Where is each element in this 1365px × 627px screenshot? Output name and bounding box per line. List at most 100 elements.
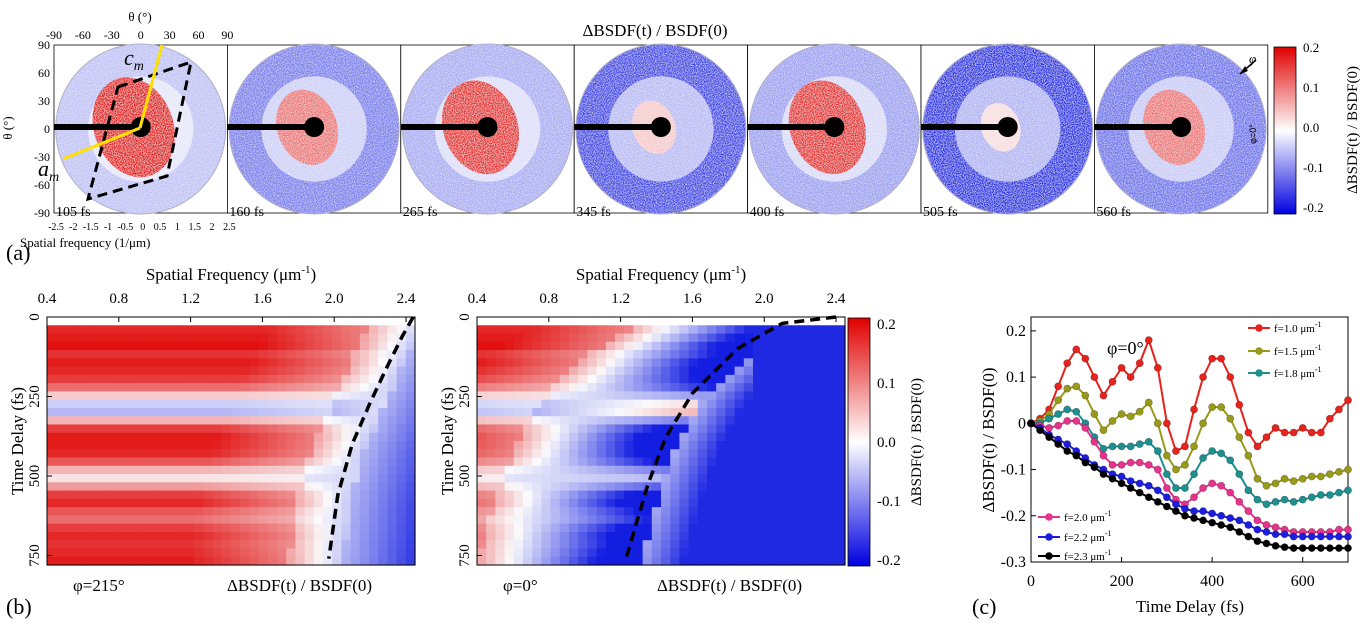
heatmap-cell (780, 358, 791, 368)
heatmap-cell (286, 531, 296, 541)
heatmap-cell (780, 391, 791, 401)
heatmap-cell (771, 341, 782, 351)
heatmap-cell (808, 441, 818, 450)
data-point (1153, 363, 1162, 372)
heatmap-cell (258, 507, 269, 516)
heatmap-cell (550, 482, 561, 492)
heatmap-cell (780, 474, 791, 483)
heatmap-cell (212, 350, 223, 359)
heatmap-cell (313, 341, 324, 351)
heatmap-cell (826, 498, 837, 508)
heatmap-cell (249, 416, 260, 426)
heatmap-cell (799, 432, 809, 442)
heatmap-cell (661, 341, 671, 351)
heatmap-cell (194, 490, 204, 500)
heatmap-cell (249, 523, 260, 533)
heatmap-cell (826, 531, 837, 541)
heatmap-cell (642, 416, 653, 426)
bottom-tick: 1.5 (188, 222, 201, 233)
heatmap-cell (387, 350, 398, 359)
heatmap-cell (771, 523, 782, 533)
heatmap-cell (753, 350, 763, 359)
heatmap-cell (267, 498, 278, 508)
heatmap-cell (550, 498, 561, 508)
heatmap-cell (378, 531, 388, 541)
heatmap-cell (670, 465, 680, 475)
beam-spot (824, 117, 845, 137)
heatmap-cell (615, 441, 625, 450)
heatmap-cell (569, 523, 579, 533)
heatmap-cell (513, 515, 524, 525)
heatmap-cell (541, 383, 552, 392)
heatmap-cell (396, 391, 407, 401)
frame-time-label: 160 fs (229, 205, 264, 220)
heatmap-cell (267, 366, 278, 376)
heatmap-cell (523, 366, 533, 376)
heatmap-cell (313, 457, 324, 467)
heatmap-cell (587, 465, 598, 475)
heatmap-cell (596, 507, 607, 516)
heatmap-cell (157, 325, 168, 335)
data-point (1153, 419, 1162, 428)
heatmap-cell (578, 457, 588, 467)
heatmap-cell (697, 474, 708, 483)
heatmap-cell (523, 531, 533, 541)
heatmap-cell (716, 383, 726, 392)
heatmap-cell (826, 399, 837, 409)
heatmap-cell (350, 556, 361, 566)
heatmap-cell (587, 350, 598, 359)
heatmap-cell (341, 490, 352, 500)
heatmap-cell (808, 457, 818, 467)
heatmap-cell (697, 374, 708, 384)
heatmap-cell (734, 507, 745, 516)
heatmap-cell (212, 449, 223, 459)
heatmap-cell (387, 341, 398, 351)
heatmap-cell (194, 441, 204, 450)
heatmap-cell (323, 350, 333, 359)
heatmap-cell (550, 424, 561, 434)
heatmap-cell (587, 416, 598, 426)
heatmap-cell (93, 465, 103, 475)
heatmap-cell (387, 416, 398, 426)
heatmap-cell (405, 465, 416, 475)
heatmap-cell (65, 490, 76, 500)
heatmap-cell (799, 399, 809, 409)
heatmap-cell (396, 358, 407, 368)
heatmap-cell (817, 531, 828, 541)
heatmap-cell (212, 325, 223, 335)
heatmap-cell (304, 490, 315, 500)
heatmap-cell (231, 416, 241, 426)
heatmap-cell (369, 325, 379, 335)
heatmap-cell (396, 432, 407, 442)
heatmap-cell (258, 540, 269, 550)
heatmap-cell (396, 457, 407, 467)
series-line (1027, 336, 1352, 455)
data-point (1316, 428, 1325, 437)
heatmap-cell (74, 548, 85, 558)
heatmap-cell (267, 490, 278, 500)
heatmap-cell (743, 399, 754, 409)
heatmap-cell (341, 325, 352, 335)
heatmap-cell (559, 391, 570, 401)
heatmap-cell (93, 325, 103, 335)
heatmap-cell (148, 531, 158, 541)
heatmap-cell (495, 432, 506, 442)
heatmap-cell (697, 515, 708, 525)
heatmap-cell (707, 333, 717, 343)
heatmap-cell (194, 399, 204, 409)
heatmap-cell (789, 391, 800, 401)
heatmap-cell (378, 523, 388, 533)
heatmap-cell (523, 441, 533, 450)
heatmap-cell (670, 366, 680, 376)
heatmap-cell (569, 457, 579, 467)
heatmap-cell (725, 531, 736, 541)
data-point (1126, 442, 1135, 451)
heatmap-cell (212, 482, 223, 492)
heatmap-cell (396, 383, 407, 392)
heatmap-cell (780, 325, 791, 335)
heatmap-cell (688, 490, 699, 500)
heatmap-cell (323, 333, 333, 343)
heatmap-cell (175, 441, 186, 450)
heatmap-cell (743, 350, 754, 359)
heatmap-cell (753, 358, 763, 368)
